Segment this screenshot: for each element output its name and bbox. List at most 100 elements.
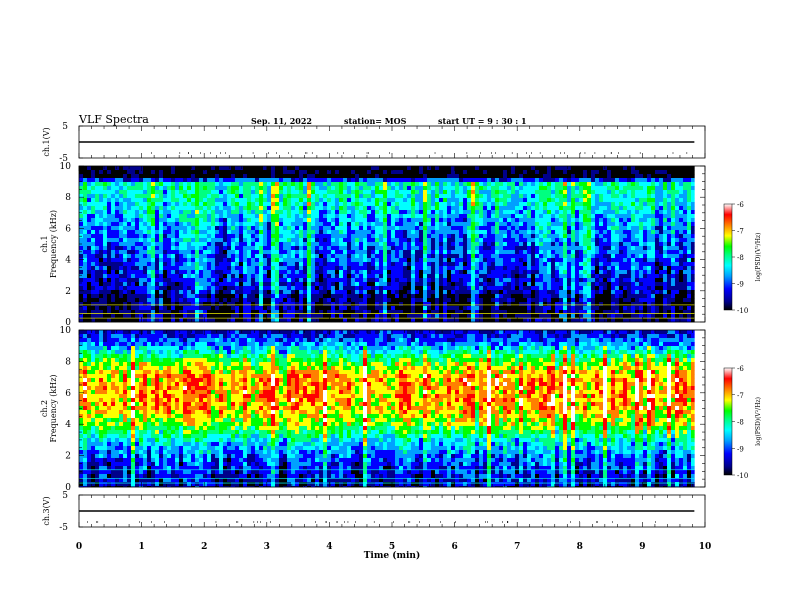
- spectrogram-cell: [355, 222, 360, 227]
- spectrogram-cell: [151, 170, 156, 175]
- spectrogram-cell: [519, 174, 524, 179]
- spectrogram-cell: [295, 210, 300, 215]
- spectrogram-cell: [199, 270, 204, 275]
- spectrogram-cell: [447, 178, 452, 183]
- spectrogram-cell: [407, 174, 412, 179]
- spectrogram-cell: [463, 190, 468, 195]
- spectrogram-cell: [455, 298, 460, 303]
- spectrogram-cell: [195, 198, 200, 203]
- spectrogram-cell: [511, 206, 516, 211]
- spectrogram-cell: [299, 238, 304, 243]
- spectrogram-cell: [439, 190, 444, 195]
- spectrogram-cell: [439, 274, 444, 279]
- spectrogram-cell: [547, 190, 552, 195]
- spectrogram-cell: [471, 246, 476, 251]
- spectrogram-cell: [531, 206, 536, 211]
- spectrogram-cell: [191, 246, 196, 251]
- spectrogram-cell: [463, 254, 468, 259]
- spectrogram-cell: [467, 182, 472, 187]
- spectrogram-cell: [115, 266, 120, 271]
- spectrogram-cell: [507, 270, 512, 275]
- spectrogram-cell: [83, 254, 88, 259]
- spectrogram-cell: [127, 190, 132, 195]
- spectrogram-cell: [515, 238, 520, 243]
- spectrogram-cell: [319, 242, 324, 247]
- spectrogram-cell: [99, 278, 104, 283]
- spectrogram-cell: [183, 290, 188, 295]
- spectrogram-cell: [135, 246, 140, 251]
- spectrogram-cell: [91, 318, 96, 323]
- spectrogram-cell: [163, 306, 168, 311]
- spectrogram-cell: [219, 250, 224, 255]
- spectrogram-cell: [447, 250, 452, 255]
- spectrogram-cell: [443, 206, 448, 211]
- spectrogram-cell: [215, 218, 220, 223]
- spectrogram-cell: [223, 274, 228, 279]
- spectrogram-cell: [303, 222, 308, 227]
- spectrogram-cell: [403, 278, 408, 283]
- spectrogram-cell: [411, 166, 416, 171]
- spectrogram-cell: [311, 270, 316, 275]
- spectrogram-cell: [119, 234, 124, 239]
- spectrogram-cell: [451, 238, 456, 243]
- spectrogram-cell: [415, 286, 420, 291]
- spectrogram-cell: [519, 262, 524, 267]
- spectrogram-cell: [451, 250, 456, 255]
- spectrogram-cell: [259, 166, 264, 171]
- spectrogram-cell: [231, 198, 236, 203]
- spectrogram-cell: [435, 302, 440, 307]
- spectrogram-cell: [307, 194, 312, 199]
- spectrogram-cell: [547, 290, 552, 295]
- spectrogram-cell: [539, 314, 544, 319]
- spectrogram-cell: [515, 210, 520, 215]
- spectrogram-cell: [547, 234, 552, 239]
- spectrogram-cell: [267, 190, 272, 195]
- spectrogram-cell: [495, 238, 500, 243]
- spectrogram-cell: [315, 202, 320, 207]
- spectrogram-cell: [451, 314, 456, 319]
- spectrogram-cell: [539, 198, 544, 203]
- spectrogram-cell: [363, 202, 368, 207]
- spectrogram-cell: [359, 198, 364, 203]
- spectrogram-cell: [407, 166, 412, 171]
- spectrogram-cell: [183, 306, 188, 311]
- spectrogram-cell: [223, 290, 228, 295]
- spectrogram-cell: [119, 310, 124, 315]
- spectrogram-cell: [503, 190, 508, 195]
- spectrogram-cell: [439, 310, 444, 315]
- spectrogram-cell: [171, 202, 176, 207]
- spectrogram-cell: [391, 218, 396, 223]
- spectrogram-cell: [87, 170, 92, 175]
- spectrogram-cell: [235, 294, 240, 299]
- spectrogram-cell: [467, 238, 472, 243]
- spectrogram-cell: [131, 226, 136, 231]
- spectrogram-cell: [531, 250, 536, 255]
- spectrogram-cell: [103, 314, 108, 319]
- spectrogram-cell: [259, 206, 264, 211]
- spectrogram-cell: [307, 218, 312, 223]
- spectrogram-cell: [95, 238, 100, 243]
- spectrogram-cell: [207, 226, 212, 231]
- spectrogram-cell: [431, 302, 436, 307]
- spectrogram-cell: [187, 234, 192, 239]
- spectrogram-cell: [403, 306, 408, 311]
- spectrogram-cell: [227, 294, 232, 299]
- spectrogram-cell: [443, 214, 448, 219]
- spectrogram-cell: [251, 270, 256, 275]
- spectrogram-cell: [155, 238, 160, 243]
- spectrogram-cell: [411, 282, 416, 287]
- spectrogram-cell: [247, 210, 252, 215]
- spectrogram-cell: [215, 206, 220, 211]
- spectrogram-cell: [287, 246, 292, 251]
- spectrogram-cell: [415, 190, 420, 195]
- spectrogram-cell: [463, 266, 468, 271]
- spectrogram-cell: [131, 286, 136, 291]
- spectrogram-cell: [163, 202, 168, 207]
- spectrogram-cell: [159, 194, 164, 199]
- spectrogram-cell: [527, 286, 532, 291]
- spectrogram-cell: [383, 178, 388, 183]
- spectrogram-cell: [119, 206, 124, 211]
- spectrogram-cell: [311, 166, 316, 171]
- spectrogram-cell: [219, 290, 224, 295]
- spectrogram-cell: [519, 222, 524, 227]
